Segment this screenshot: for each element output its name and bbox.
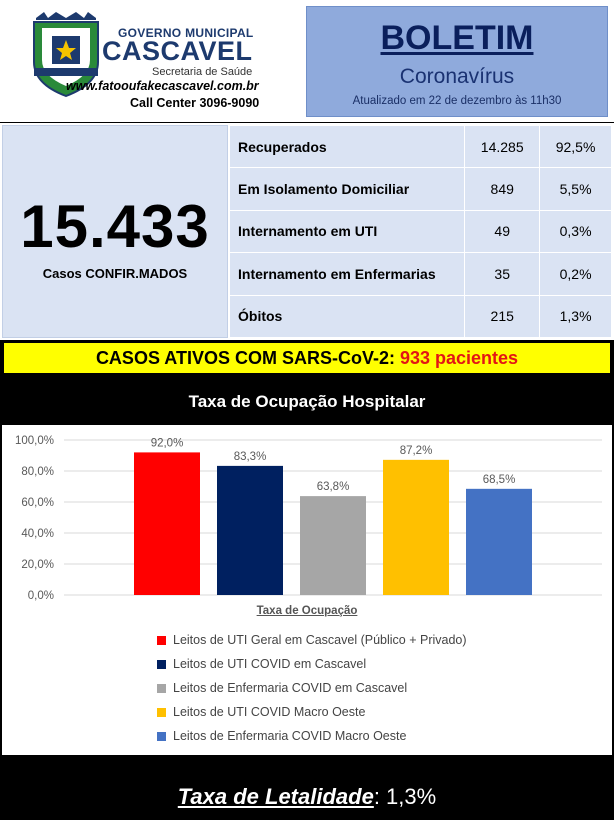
city-crest-icon [33,12,99,98]
legend-swatch [157,731,166,741]
y-tick-label: 20,0% [21,559,54,571]
legend-label: Leitos de Enfermaria COVID em Cascavel [173,681,408,695]
legend-item: Leitos de Enfermaria COVID em Cascavel [157,676,467,700]
row-percent: 0,2% [539,252,612,296]
bar-3 [300,496,366,595]
row-label: Recuperados [228,124,466,169]
legend-item: Leitos de UTI COVID em Cascavel [157,652,467,676]
data-label: 83,3% [234,451,267,463]
row-value: 49 [464,209,541,254]
chart-legend: Leitos de UTI Geral em Cascavel (Público… [157,628,467,748]
bar-1 [134,452,200,595]
confirmed-cases-number: 15.433 [20,193,210,260]
website-link[interactable]: www.fatooufakecascavel.com.br [66,79,259,93]
row-percent: 0,3% [539,209,612,254]
table-row: Internamento em Enfermarias 35 0,2% [228,252,612,296]
legend-swatch [157,635,166,645]
table-row: Óbitos 215 1,3% [228,294,612,338]
row-label: Internamento em Enfermarias [228,252,466,296]
bar-4 [383,459,449,595]
chart-x-label: Taxa de Ocupação [256,605,358,617]
gov-title: GOVERNO MUNICIPAL [118,26,254,40]
legend-label: Leitos de UTI Geral em Cascavel (Público… [173,633,467,647]
confirmed-cases-label: Casos CONFIR.MADOS [42,266,188,281]
active-cases-count: 933 pacientes [399,348,519,368]
y-tick-label: 80,0% [21,466,54,478]
legend-swatch [157,707,166,717]
row-percent: 5,5% [539,167,612,211]
bulletin-updated: Atualizado em 22 de dezembro às 11h30 [352,95,562,107]
occupancy-chart: 0,0% 20,0% 40,0% 60,0% 80,0% 100,0% 92,0% 83,3%… [2,425,612,755]
legend-swatch [157,659,166,669]
row-value: 35 [464,252,541,296]
legend-item: Leitos de UTI COVID Macro Oeste [157,700,467,724]
table-row: Internamento em UTI 49 0,3% [228,209,612,254]
bar-chart: 0,0% 20,0% 40,0% 60,0% 80,0% 100,0% 92,0% 83,3%… [15,435,602,602]
row-percent: 1,3% [539,294,612,338]
row-label: Óbitos [228,294,466,338]
bulletin-title: BOLETIM [380,19,534,57]
active-cases-label: CASOS ATIVOS COM SARS-CoV-2: [95,348,400,368]
bulletin-subtitle: Coronavírus [399,65,515,88]
row-label: Em Isolamento Domiciliar [228,167,466,211]
row-value: 14.285 [464,124,541,169]
data-label: 92,0% [151,437,184,449]
row-value: 849 [464,167,541,211]
data-label: 68,5% [483,474,516,486]
table-row: Recuperados 14.285 92,5% [228,124,612,169]
legend-swatch [157,683,166,693]
y-tick-label: 40,0% [21,528,54,540]
y-tick-label: 100,0% [15,435,54,447]
row-value: 215 [464,294,541,338]
bar-2 [217,465,283,595]
data-label: 87,2% [400,445,433,457]
header: GOVERNO MUNICIPAL CASCAVEL Secretaria de… [0,0,614,122]
stats-table: Recuperados 14.285 92,5% Em Isolamento D… [228,124,612,338]
legend-item: Leitos de UTI Geral em Cascavel (Público… [157,628,467,652]
confirmed-cases-box: 15.433 Casos CONFIR.MADOS [2,125,228,338]
bar-5 [466,488,532,595]
legend-item: Leitos de Enfermaria COVID Macro Oeste [157,724,467,748]
chart-section-title: Taxa de Ocupação Hospitalar [0,380,614,424]
y-tick-label: 0,0% [28,590,54,602]
row-label: Internamento em UTI [228,209,466,254]
stats-section: 15.433 Casos CONFIR.MADOS Recuperados 14… [0,123,614,340]
footer: Taxa de Letalidade: 1,3% [0,760,614,820]
city-name: CASCAVEL [102,36,253,66]
row-percent: 92,5% [539,124,612,169]
legend-label: Leitos de Enfermaria COVID Macro Oeste [173,729,407,743]
bulletin-box: BOLETIM Coronavírus Atualizado em 22 de … [306,6,608,117]
lethality-rate: Taxa de Letalidade: 1,3% [0,784,614,810]
legend-label: Leitos de UTI COVID Macro Oeste [173,705,366,719]
call-center-text: Call Center 3096-9090 [130,96,260,110]
data-label: 63,8% [317,481,350,493]
cascavel-logo: GOVERNO MUNICIPAL CASCAVEL Secretaria de… [22,6,292,118]
y-tick-label: 60,0% [21,497,54,509]
table-row: Em Isolamento Domiciliar 849 5,5% [228,167,612,211]
lethality-value: : 1,3% [373,784,437,809]
legend-label: Leitos de UTI COVID em Cascavel [173,657,367,671]
department-name: Secretaria de Saúde [152,66,253,78]
active-cases-banner: CASOS ATIVOS COM SARS-CoV-2: 933 pacient… [2,341,612,375]
lethality-label: Taxa de Letalidade [177,784,374,809]
